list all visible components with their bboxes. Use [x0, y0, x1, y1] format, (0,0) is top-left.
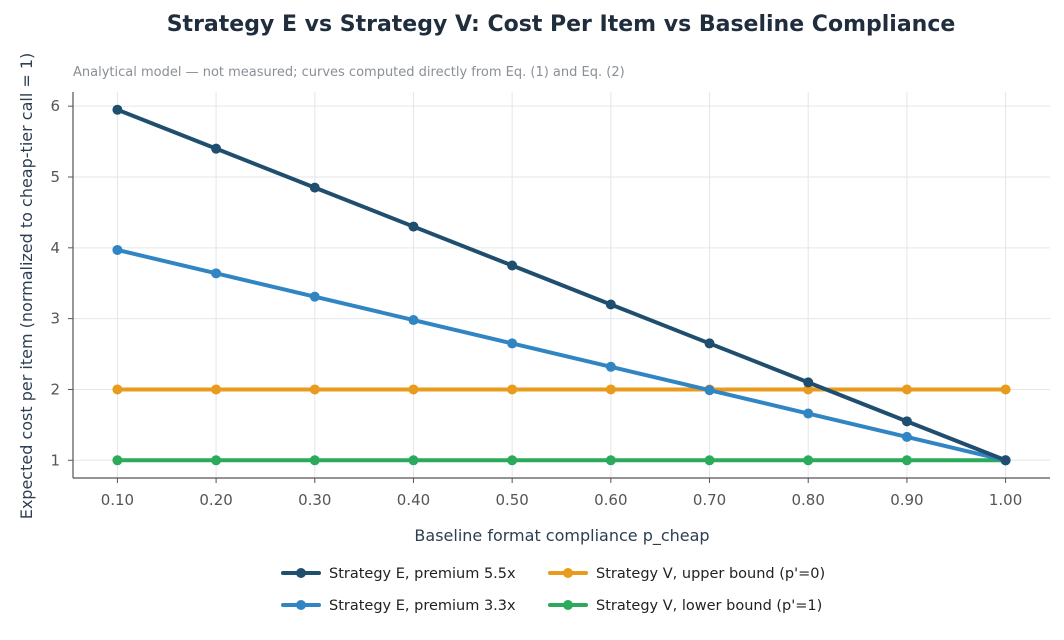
data-point — [901, 431, 912, 442]
data-point — [605, 384, 616, 395]
legend-marker — [296, 600, 306, 610]
legend: Strategy E, premium 5.5x Strategy V, uppe… — [281, 566, 825, 614]
data-point — [408, 384, 419, 395]
data-point — [803, 384, 814, 395]
data-point — [211, 455, 222, 466]
x-tick-label: 0.20 — [199, 491, 232, 509]
chart-title: Strategy E vs Strategy V: Cost Per Item … — [166, 12, 956, 37]
y-tick-label: 4 — [50, 239, 60, 257]
series-lines — [112, 104, 1011, 466]
data-point — [112, 244, 123, 255]
series-line-1 — [115, 107, 1008, 463]
data-point — [211, 143, 222, 154]
data-point — [309, 384, 320, 395]
data-point — [211, 268, 222, 279]
legend-label: Strategy E, premium 3.3x — [329, 598, 516, 614]
data-point — [901, 455, 912, 466]
y-tick-label: 3 — [50, 310, 60, 328]
data-point — [605, 455, 616, 466]
y-axis-label: Expected cost per item (normalized to ch… — [17, 53, 36, 520]
series-line-2 — [115, 247, 1008, 463]
data-point — [309, 182, 320, 193]
data-point — [507, 338, 518, 349]
data-point — [803, 455, 814, 466]
y-tick-label: 2 — [50, 380, 60, 398]
x-axis-label: Baseline format compliance p_cheap — [414, 526, 709, 546]
x-tick-label: 0.30 — [298, 491, 331, 509]
x-tick-label: 0.80 — [792, 491, 825, 509]
data-point — [408, 455, 419, 466]
chart-subtitle: Analytical model — not measured; curves … — [73, 65, 625, 80]
data-point — [309, 291, 320, 302]
data-point — [901, 384, 912, 395]
data-point — [1000, 455, 1011, 466]
legend-label: Strategy E, premium 5.5x — [329, 566, 516, 582]
data-point — [211, 384, 222, 395]
data-point — [408, 315, 419, 326]
data-point — [112, 455, 123, 466]
x-tick-label: 0.70 — [693, 491, 726, 509]
legend-marker — [296, 568, 306, 578]
legend-marker — [563, 600, 573, 610]
data-point — [803, 377, 814, 388]
legend-marker — [563, 568, 573, 578]
y-tick-label: 1 — [50, 451, 60, 469]
y-tick-label: 5 — [50, 168, 60, 186]
legend-label: Strategy V, lower bound (p'=1) — [596, 598, 822, 614]
axes — [68, 92, 1050, 483]
y-tick-label: 6 — [50, 97, 60, 115]
x-tick-label: 0.40 — [397, 491, 430, 509]
data-point — [507, 455, 518, 466]
data-point — [112, 104, 123, 115]
legend-label: Strategy V, upper bound (p'=0) — [596, 566, 825, 582]
tick-labels: 0.10 0.20 0.30 0.40 0.50 0.60 0.70 0.80 0.90 1.00… — [50, 97, 1022, 509]
data-point — [408, 221, 419, 232]
x-tick-label: 0.60 — [594, 491, 627, 509]
data-point — [1000, 384, 1011, 395]
x-tick-label: 0.90 — [890, 491, 923, 509]
x-tick-label: 1.00 — [989, 491, 1022, 509]
data-point — [704, 385, 715, 396]
x-tick-label: 0.10 — [101, 491, 134, 509]
data-point — [901, 416, 912, 427]
data-point — [507, 384, 518, 395]
data-point — [309, 455, 320, 466]
data-point — [605, 361, 616, 372]
data-point — [803, 408, 814, 419]
x-tick-label: 0.50 — [495, 491, 528, 509]
data-point — [605, 299, 616, 310]
data-point — [112, 384, 123, 395]
data-point — [507, 260, 518, 271]
data-point — [704, 338, 715, 349]
data-point — [704, 455, 715, 466]
